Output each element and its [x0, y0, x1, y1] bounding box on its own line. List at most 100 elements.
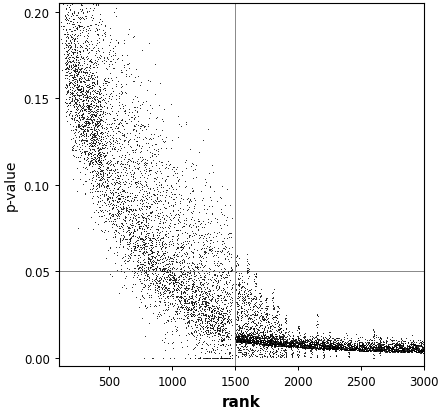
Point: [303, 337, 310, 344]
Point: [320, 347, 327, 354]
Point: [379, 348, 386, 354]
Point: [353, 347, 360, 353]
Point: [146, 154, 153, 161]
Point: [162, 244, 169, 251]
Point: [242, 335, 249, 342]
Point: [89, 98, 97, 104]
Point: [88, 164, 95, 170]
Point: [190, 261, 198, 268]
Point: [315, 337, 322, 344]
Point: [269, 323, 276, 330]
Point: [336, 345, 343, 351]
Point: [242, 329, 249, 336]
Point: [264, 353, 271, 360]
Point: [142, 228, 149, 235]
Point: [156, 257, 163, 264]
Point: [288, 337, 295, 344]
Point: [264, 319, 272, 325]
Point: [132, 213, 139, 219]
Point: [164, 254, 171, 261]
Point: [111, 174, 118, 181]
Point: [65, 35, 72, 42]
Point: [252, 335, 259, 341]
Point: [113, 178, 120, 184]
Point: [380, 345, 387, 351]
Point: [160, 265, 167, 271]
Point: [395, 345, 402, 351]
Point: [162, 270, 169, 276]
Point: [78, 2, 85, 9]
Point: [131, 243, 138, 249]
Point: [191, 320, 198, 327]
Point: [126, 214, 133, 221]
Point: [419, 349, 426, 356]
Point: [385, 346, 392, 353]
Point: [124, 120, 131, 127]
Point: [289, 336, 296, 342]
Point: [72, 26, 79, 32]
Point: [152, 244, 159, 250]
Point: [188, 299, 195, 306]
Point: [343, 347, 350, 353]
Point: [339, 344, 346, 350]
Point: [221, 297, 228, 303]
Point: [191, 299, 198, 305]
Point: [338, 342, 345, 349]
Point: [75, 1, 82, 7]
Point: [220, 312, 227, 318]
Point: [196, 292, 203, 299]
Point: [240, 335, 247, 342]
Point: [97, 100, 104, 107]
Point: [182, 311, 189, 318]
Point: [207, 306, 214, 312]
Point: [406, 348, 413, 355]
Point: [163, 233, 170, 240]
Point: [248, 330, 255, 337]
Point: [401, 347, 408, 354]
Point: [72, 67, 79, 74]
Point: [210, 290, 218, 296]
Point: [113, 5, 120, 12]
Point: [263, 310, 270, 317]
Point: [107, 106, 114, 112]
Point: [64, 32, 71, 39]
Point: [234, 262, 241, 269]
Point: [378, 347, 385, 354]
Point: [210, 307, 217, 313]
Point: [306, 342, 313, 348]
Point: [176, 260, 183, 266]
Point: [372, 346, 379, 352]
Point: [266, 337, 273, 344]
Point: [343, 339, 350, 345]
Point: [315, 344, 323, 351]
Point: [84, 114, 91, 121]
Point: [87, 158, 94, 164]
Point: [295, 336, 302, 342]
Point: [252, 320, 259, 327]
Point: [408, 348, 415, 354]
Point: [144, 220, 152, 227]
Point: [335, 341, 342, 347]
Point: [257, 292, 264, 299]
Point: [141, 236, 148, 242]
Point: [84, 157, 91, 163]
Point: [124, 131, 131, 137]
Point: [409, 346, 416, 352]
Point: [112, 170, 119, 177]
Point: [139, 261, 146, 268]
Point: [157, 246, 164, 253]
Point: [224, 354, 231, 361]
Point: [395, 348, 402, 355]
Point: [333, 342, 340, 348]
Point: [143, 248, 150, 254]
Point: [282, 318, 289, 325]
Point: [82, 165, 89, 172]
Point: [199, 267, 206, 273]
Point: [267, 340, 274, 347]
Point: [243, 338, 250, 344]
Point: [209, 268, 216, 275]
Point: [398, 342, 405, 349]
Point: [290, 343, 297, 350]
Point: [182, 297, 189, 303]
Point: [269, 338, 276, 344]
